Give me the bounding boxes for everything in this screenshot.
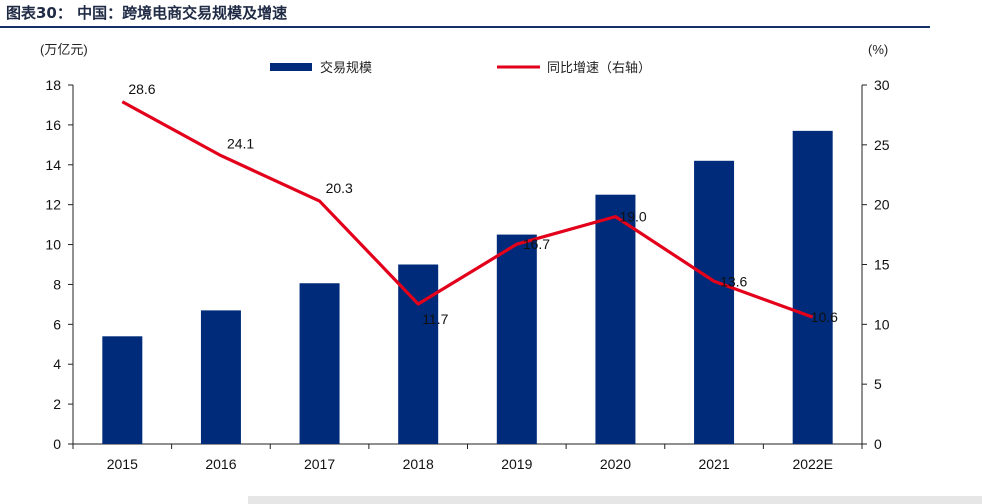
left-axis-tick-label: 14 — [45, 157, 61, 173]
left-axis-tick-label: 10 — [45, 237, 61, 253]
growth-data-label: 28.6 — [128, 81, 155, 97]
right-axis-tick-label: 5 — [874, 376, 882, 392]
right-axis-tick-label: 20 — [874, 197, 890, 213]
left-axis-tick-label: 4 — [53, 356, 61, 372]
growth-line — [121, 100, 814, 319]
right-axis-tick-label: 25 — [874, 137, 890, 153]
bar-2021 — [694, 160, 735, 445]
x-axis-tick-label: 2015 — [107, 456, 138, 472]
bar-2016 — [200, 310, 241, 444]
left-axis-tick-label: 16 — [45, 117, 61, 133]
right-axis-tick-label: 15 — [874, 257, 890, 273]
x-axis-tick-label: 2019 — [501, 456, 532, 472]
growth-data-label: 13.6 — [720, 273, 747, 289]
growth-data-label: 20.3 — [326, 180, 353, 196]
chart-title: 图表30： 中国：跨境电商交易规模及增速 — [6, 4, 288, 22]
legend-bar-label: 交易规模 — [320, 60, 372, 75]
x-axis-tick-label: 2020 — [600, 456, 631, 472]
bar-2017 — [299, 283, 340, 444]
right-axis-tick-label: 10 — [874, 316, 890, 332]
x-axis-tick-label: 2016 — [205, 456, 236, 472]
x-axis-tick-label: 2022E — [792, 456, 832, 472]
x-axis-tick-label: 2018 — [403, 456, 434, 472]
bar-2022E — [792, 130, 833, 444]
bar-2020 — [595, 194, 636, 444]
x-axis-tick-label: 2017 — [304, 456, 335, 472]
bar-2019 — [496, 234, 537, 444]
left-axis-tick-label: 2 — [53, 396, 61, 412]
title-divider — [0, 26, 930, 28]
legend-line-label: 同比增速（右轴） — [547, 60, 651, 75]
bar-2015 — [102, 336, 143, 444]
left-axis-tick-label: 8 — [53, 276, 61, 292]
x-axis-tick-label: 2021 — [698, 456, 729, 472]
legend-bar-swatch — [270, 63, 312, 71]
right-axis-unit: (%) — [868, 42, 888, 57]
footer-bar — [248, 496, 982, 504]
growth-data-label: 10.6 — [811, 309, 838, 325]
left-axis-tick-label: 18 — [45, 77, 61, 93]
left-axis-unit: (万亿元) — [40, 42, 88, 57]
growth-data-label: 16.7 — [523, 236, 550, 252]
growth-data-label: 11.7 — [422, 311, 448, 327]
left-axis-tick-label: 12 — [45, 197, 61, 213]
right-axis-tick-label: 0 — [874, 436, 882, 452]
growth-data-label: 19.0 — [619, 209, 646, 225]
plot-area: 0 2 4 6 8 10 12 14 16 18 0 5 10 15 20 25 30 2015 2016 2017 2… — [45, 77, 889, 472]
right-axis-tick-label: 30 — [874, 77, 890, 93]
left-axis-tick-label: 6 — [53, 316, 61, 332]
left-axis-tick-label: 0 — [53, 436, 61, 452]
growth-data-label: 24.1 — [227, 136, 254, 152]
